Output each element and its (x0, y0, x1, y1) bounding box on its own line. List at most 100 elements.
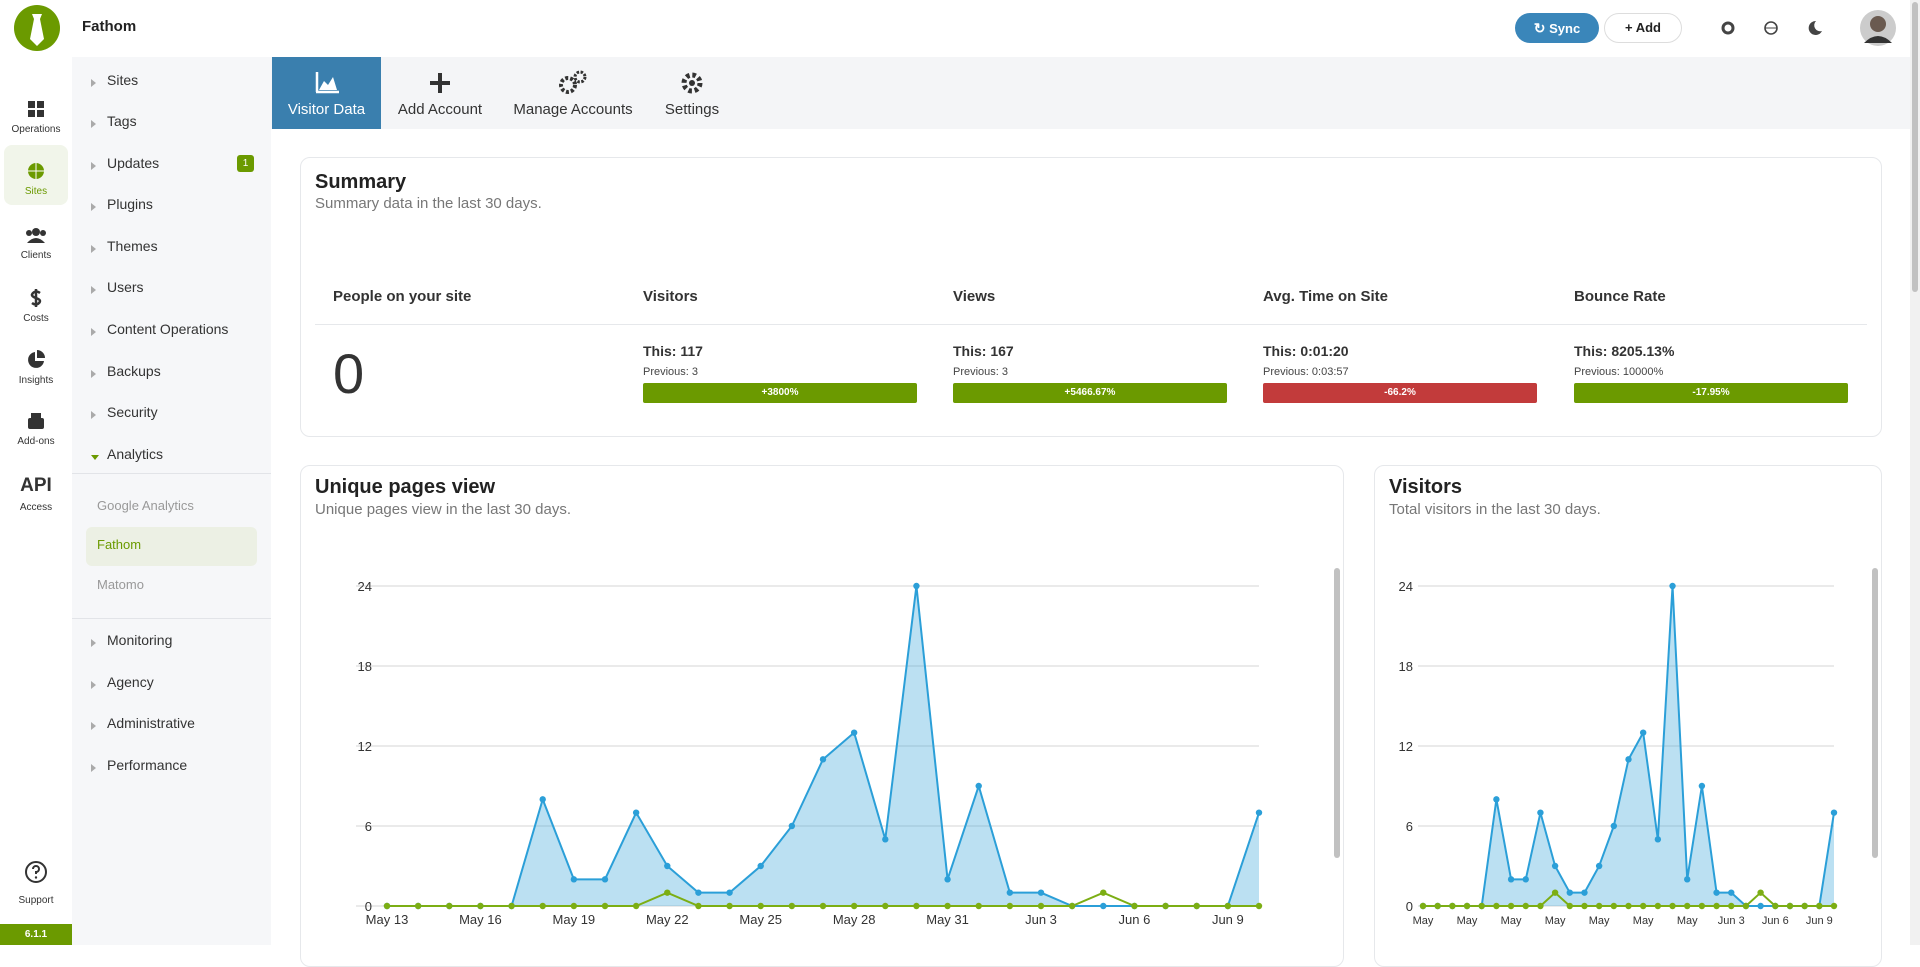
rail-icon[interactable] (26, 225, 46, 245)
chart-scrollbar[interactable] (1334, 568, 1340, 858)
card-title: Visitors (1389, 476, 1462, 498)
metric-change: -17.95% (1574, 383, 1848, 403)
data-point (1713, 902, 1720, 910)
nav-arrow (91, 286, 96, 294)
logo[interactable] (13, 4, 61, 52)
tab[interactable]: Settings (651, 57, 733, 129)
sub-item[interactable]: Google Analytics (97, 498, 194, 513)
x-tick-label: May 19 (553, 912, 596, 927)
data-point (1757, 902, 1764, 910)
data-point (414, 902, 422, 910)
avatar[interactable] (1859, 9, 1897, 47)
nav-arrow (91, 79, 96, 87)
nav-arrow (91, 328, 96, 336)
nav-item[interactable]: Agency (107, 674, 154, 690)
nav-item[interactable]: Administrative (107, 715, 195, 731)
card-subtitle: Unique pages view in the last 30 days. (315, 501, 571, 518)
nav-item[interactable]: Tags (107, 113, 137, 129)
page-scrollbar[interactable] (1910, 0, 1920, 945)
metric-this: This: 117 (643, 343, 703, 359)
data-point (788, 902, 796, 910)
data-point (1566, 889, 1573, 896)
rail-icon[interactable] (26, 161, 46, 181)
nav-item[interactable]: Themes (107, 238, 158, 254)
data-point (850, 902, 858, 910)
x-tick-label: May (1677, 915, 1698, 927)
data-point (819, 756, 827, 763)
data-point (1224, 902, 1232, 910)
nav-item[interactable]: Analytics (107, 446, 164, 462)
nav-item[interactable]: Updates (107, 155, 160, 171)
moon-icon[interactable] (1808, 20, 1822, 35)
sync-button[interactable]: ↻ Sync (1515, 13, 1599, 43)
x-tick-label: May 22 (646, 912, 689, 927)
nav-item[interactable]: Users (107, 279, 144, 295)
data-point (726, 902, 733, 910)
tab-icon (315, 72, 339, 94)
metric-this: This: 167 (953, 343, 1014, 359)
data-point (1006, 889, 1014, 896)
nav-item[interactable]: Backups (107, 363, 161, 379)
data-point (1100, 902, 1107, 910)
y-tick-label: 6 (1406, 819, 1413, 834)
data-point (819, 902, 827, 910)
sub-item[interactable]: Fathom (97, 537, 142, 552)
settings-icon[interactable] (1721, 21, 1735, 35)
data-point (1068, 902, 1076, 910)
sync-label: Sync (1549, 21, 1581, 36)
data-point (1772, 902, 1779, 910)
add-button[interactable]: + Add (1604, 13, 1682, 43)
nav-arrow (91, 764, 96, 772)
tab-icon (430, 73, 450, 93)
nav-arrow (91, 203, 96, 211)
rail-icon[interactable] (26, 99, 46, 119)
rail-label: Insights (18, 375, 54, 386)
rail-icon[interactable] (26, 350, 46, 370)
tab[interactable]: Visitor Data (272, 57, 381, 129)
rail-icon[interactable] (26, 288, 46, 308)
support-icon[interactable] (24, 860, 48, 884)
nav-item[interactable]: Content Operations (107, 321, 229, 337)
data-point (850, 729, 858, 736)
data-point (477, 902, 484, 910)
data-point (944, 876, 951, 883)
x-tick-label: Jun 6 (1119, 912, 1151, 927)
data-point (1786, 902, 1794, 910)
data-point (1698, 782, 1706, 790)
nav-item[interactable]: Performance (107, 757, 188, 773)
x-tick-label: Jun 3 (1718, 915, 1745, 927)
nav-item[interactable]: Plugins (107, 196, 153, 212)
nav-item[interactable]: Security (107, 404, 158, 420)
rail-label: Access (19, 502, 53, 513)
sub-item[interactable]: Matomo (97, 577, 144, 592)
active-bg (86, 527, 257, 566)
metric-previous: Previous: 10000% (1574, 366, 1664, 378)
nav-item[interactable]: Sites (107, 72, 139, 88)
data-point (1830, 809, 1838, 816)
tab[interactable]: Add Account (382, 57, 498, 129)
tab[interactable]: Manage Accounts (497, 57, 649, 129)
nav-arrow (91, 681, 96, 689)
rail-icon[interactable] (26, 411, 46, 431)
add-label: Add (1635, 20, 1661, 35)
y-tick-label: 12 (358, 739, 372, 754)
rail-label: Add-ons (17, 436, 55, 447)
data-point (1610, 822, 1618, 830)
data-point (570, 902, 578, 910)
chart-scrollbar[interactable] (1872, 568, 1878, 858)
x-tick-label: Jun 9 (1212, 912, 1244, 927)
metric-previous: Previous: 3 (953, 366, 1009, 378)
data-point (913, 582, 920, 590)
data-point (1595, 862, 1603, 870)
tab-bar: Visitor Data Add Account Manage Accounts Se… (271, 57, 1910, 129)
separator (72, 618, 271, 619)
metric-this: This: 0:01:20 (1263, 343, 1349, 359)
data-point (664, 889, 671, 896)
data-point (1162, 902, 1169, 910)
nav-item[interactable]: Monitoring (107, 632, 173, 648)
y-tick-label: 24 (1399, 579, 1413, 594)
x-tick-label: May (1501, 915, 1522, 927)
data-point (1537, 809, 1544, 816)
nav-arrow (91, 162, 96, 170)
data-point (570, 876, 578, 883)
